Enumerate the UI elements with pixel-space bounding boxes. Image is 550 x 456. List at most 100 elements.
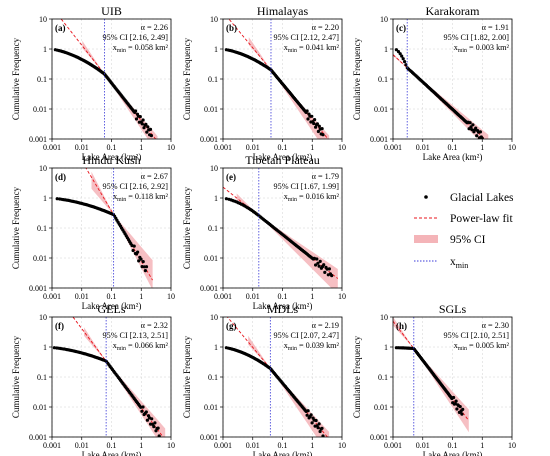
xmin-value: = 0.016 km² bbox=[297, 192, 340, 201]
panel-letter: (h) bbox=[396, 321, 407, 331]
data-point bbox=[460, 412, 464, 416]
data-point bbox=[136, 250, 140, 254]
plot-area bbox=[55, 168, 153, 288]
y-tick-label: 0.1 bbox=[378, 75, 388, 84]
panel-letter: (g) bbox=[226, 321, 237, 331]
ci-annotation: 95% CI [2.07, 2.47] bbox=[274, 331, 340, 340]
data-point bbox=[141, 118, 145, 122]
y-tick-label: 1 bbox=[214, 194, 218, 203]
data-point bbox=[142, 126, 146, 130]
power-law-fit-line bbox=[228, 19, 329, 139]
data-point bbox=[144, 410, 148, 414]
y-tick-label: 10 bbox=[380, 313, 388, 322]
ci-annotation: 95% CI [2.10, 2.51] bbox=[444, 331, 510, 340]
legend-label-text: 95% CI bbox=[450, 234, 486, 246]
alpha-annotation: α = 2.26 bbox=[141, 23, 168, 32]
y-tick-label: 0.1 bbox=[37, 373, 47, 382]
x-tick-label: 10 bbox=[167, 143, 175, 152]
y-axis-label: Cumulative Frequency bbox=[11, 335, 21, 418]
y-axis-label: Cumulative Frequency bbox=[182, 335, 192, 418]
data-point bbox=[312, 121, 316, 126]
xmin-annotation: xmin = 0.118 km² bbox=[113, 192, 168, 203]
y-tick-label: 0.001 bbox=[29, 433, 47, 442]
legend: Glacial Lakes Power-law fit 95% CI xmin bbox=[414, 192, 514, 270]
panel-letter: (c) bbox=[396, 23, 406, 33]
xmin-symbol: x bbox=[113, 43, 117, 52]
x-tick-label: 10 bbox=[338, 441, 346, 450]
xmin-annotation: xmin = 0.016 km² bbox=[284, 192, 340, 203]
data-point bbox=[55, 197, 59, 201]
y-tick-label: 10 bbox=[380, 15, 388, 24]
legend-label: Glacial Lakes bbox=[450, 192, 514, 204]
x-tick-label: 0.1 bbox=[107, 292, 117, 301]
y-tick-label: 0.001 bbox=[29, 135, 47, 144]
xmin-subscript: min bbox=[117, 48, 126, 54]
x-tick-label: 0.001 bbox=[43, 292, 61, 301]
data-point bbox=[401, 57, 405, 61]
data-point bbox=[149, 134, 153, 138]
x-tick-label: 0.001 bbox=[384, 143, 402, 152]
data-point bbox=[52, 346, 57, 350]
y-tick-label: 0.1 bbox=[208, 224, 218, 233]
y-tick-label: 1 bbox=[43, 343, 47, 352]
ci-annotation: 95% CI [2.13, 2.51] bbox=[103, 331, 169, 340]
panel-title: SGLs bbox=[439, 302, 467, 316]
legend-label-text: Glacial Lakes bbox=[450, 192, 514, 204]
panel-title: MDLs bbox=[267, 302, 299, 316]
y-tick-label: 1 bbox=[384, 45, 388, 54]
x-tick-label: 0.001 bbox=[43, 143, 61, 152]
y-tick-label: 10 bbox=[210, 313, 218, 322]
y-tick-label: 0.001 bbox=[200, 433, 218, 442]
data-point bbox=[314, 418, 318, 423]
panel-title: UIB bbox=[101, 4, 122, 18]
data-point bbox=[305, 413, 309, 417]
data-point bbox=[316, 426, 320, 430]
data-point bbox=[140, 409, 144, 413]
ci-annotation: 95% CI [2.16, 2.49] bbox=[103, 33, 169, 42]
data-point bbox=[394, 48, 398, 52]
ci-annotation: 95% CI [1.82, 2.00] bbox=[444, 33, 510, 42]
data-point bbox=[454, 399, 458, 403]
y-axis-label: Cumulative Frequency bbox=[182, 186, 192, 269]
ci-band bbox=[84, 327, 166, 437]
y-tick-label: 10 bbox=[39, 164, 47, 173]
xmin-value: = 0.039 km² bbox=[297, 341, 340, 350]
panel-title: Karakoram bbox=[426, 4, 481, 18]
xmin-annotation: xmin = 0.039 km² bbox=[284, 341, 340, 352]
data-point bbox=[310, 114, 314, 118]
x-axis-label: Lake Area (km²) bbox=[253, 450, 313, 456]
x-axis-label: Lake Area (km²) bbox=[423, 152, 483, 162]
x-tick-label: 0.01 bbox=[246, 143, 260, 152]
data-point bbox=[475, 134, 479, 138]
x-tick-label: 1 bbox=[310, 143, 314, 152]
x-axis-label: Lake Area (km²) bbox=[82, 301, 142, 311]
data-point bbox=[314, 125, 318, 129]
legend-marker-points bbox=[424, 195, 428, 199]
y-tick-label: 0.001 bbox=[370, 433, 388, 442]
panel-title: GELs bbox=[98, 302, 126, 316]
xmin-subscript: min bbox=[117, 197, 126, 203]
data-point bbox=[480, 136, 484, 139]
plot-area bbox=[393, 317, 470, 433]
data-point bbox=[306, 117, 310, 121]
data-point bbox=[317, 264, 321, 268]
xmin-value: = 0.005 km² bbox=[467, 341, 510, 350]
panel-letter: (f) bbox=[55, 321, 64, 331]
panel-title: Tibetan Plateau bbox=[245, 153, 320, 167]
data-point bbox=[309, 413, 313, 417]
x-tick-label: 0.001 bbox=[214, 292, 232, 301]
xmin-annotation: xmin = 0.066 km² bbox=[113, 341, 169, 352]
xmin-subscript: min bbox=[117, 346, 126, 352]
xmin-subscript: min bbox=[458, 346, 467, 352]
x-axis-label: Lake Area (km²) bbox=[82, 152, 142, 162]
legend-label: xmin bbox=[450, 256, 468, 270]
legend-label-sub: min bbox=[456, 261, 468, 270]
data-point bbox=[315, 122, 319, 126]
ci-band bbox=[248, 37, 330, 139]
y-tick-label: 0.001 bbox=[370, 135, 388, 144]
alpha-annotation: α = 2.30 bbox=[482, 321, 509, 330]
x-tick-label: 0.001 bbox=[214, 441, 232, 450]
data-point bbox=[452, 395, 456, 400]
data-point bbox=[318, 429, 322, 434]
